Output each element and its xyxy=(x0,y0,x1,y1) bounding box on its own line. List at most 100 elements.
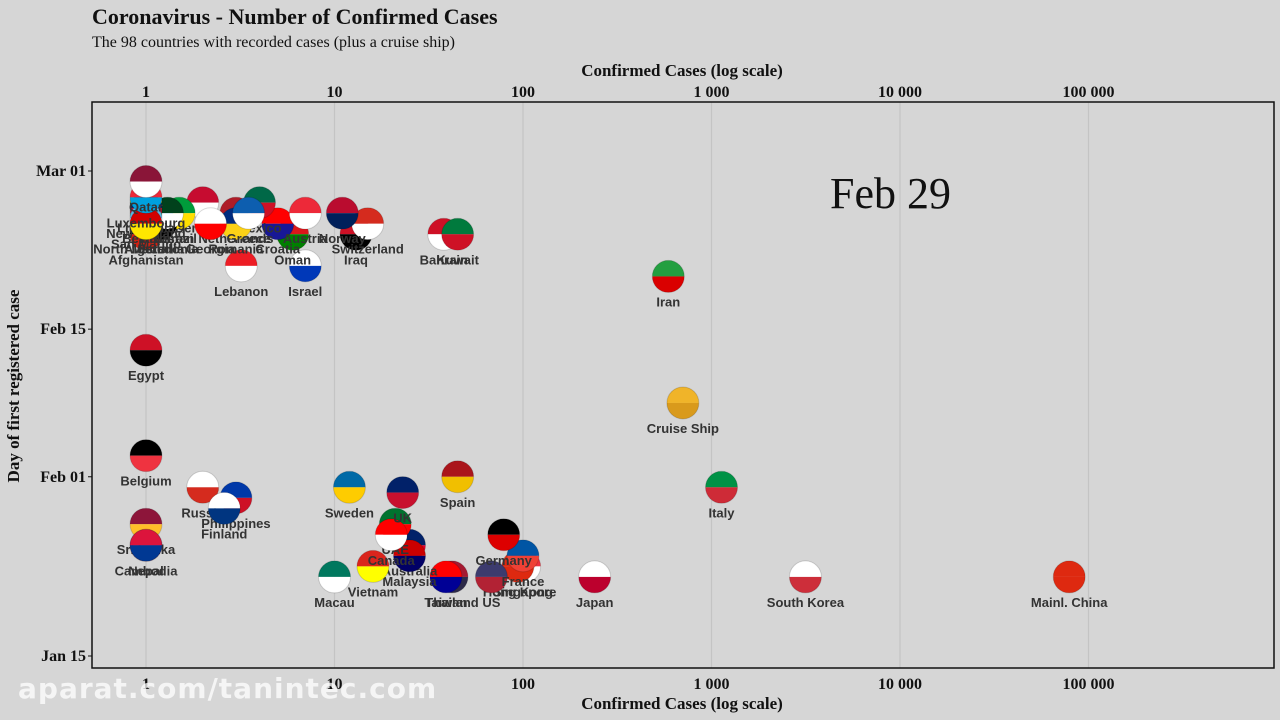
flag-bottom-half xyxy=(261,223,294,240)
point-label: San Marino xyxy=(111,236,181,251)
flag-top-half xyxy=(130,334,162,351)
point-label: Sweden xyxy=(325,505,374,520)
flag-top-half xyxy=(429,560,462,577)
point-label: Qatar xyxy=(129,200,163,215)
marker-outline xyxy=(325,196,359,230)
flag-bottom-half xyxy=(333,487,366,504)
marker-outline xyxy=(474,560,508,594)
flag-bottom-half xyxy=(789,576,822,593)
marker-outline xyxy=(441,460,475,494)
x-tick-label-top: 100 xyxy=(511,84,535,101)
data-point: Greece xyxy=(227,196,271,246)
flag-bottom-half xyxy=(130,223,162,240)
data-point: Italy xyxy=(705,470,739,520)
flag-bottom-half xyxy=(326,213,359,230)
flag-top-half xyxy=(232,197,265,214)
point-label: Germany xyxy=(476,553,533,568)
data-point: North Macedonia xyxy=(93,207,199,257)
data-point: Israel xyxy=(288,249,322,299)
point-label: Japan xyxy=(576,595,614,610)
flag-bottom-half xyxy=(289,265,322,282)
point-label: Singapore xyxy=(493,584,557,599)
flag-bottom-half xyxy=(318,576,351,593)
point-label: Belgium xyxy=(120,474,171,489)
data-point: Iran xyxy=(651,259,685,309)
flag-top-half xyxy=(441,218,474,235)
flag-bottom-half xyxy=(208,508,241,525)
flag-top-half xyxy=(356,550,389,567)
marker-outline xyxy=(318,560,351,594)
flag-top-half xyxy=(326,197,359,214)
flag-top-half xyxy=(194,207,227,224)
flag-bottom-half xyxy=(225,265,258,282)
data-point: Romania xyxy=(208,207,264,257)
point-label: Iran xyxy=(656,294,680,309)
data-point: Finland xyxy=(201,491,247,541)
flag-top-half xyxy=(441,460,474,477)
point-label: Croatia xyxy=(255,242,301,257)
flag-top-half xyxy=(386,476,419,493)
flag-bottom-half xyxy=(386,492,419,509)
flag-top-half xyxy=(666,386,699,403)
flag-bottom-half xyxy=(393,555,426,572)
flag-top-half xyxy=(130,508,162,525)
data-point: Croatia xyxy=(255,207,301,257)
data-point: Mainl. China xyxy=(1031,560,1108,610)
point-label: Kuwait xyxy=(436,252,479,267)
flag-top-half xyxy=(789,560,822,577)
point-label: UK xyxy=(393,511,412,526)
point-label: Malaysia xyxy=(382,574,437,589)
flag-bottom-half xyxy=(351,223,384,240)
flag-top-half xyxy=(130,529,162,546)
y-tick-label: Feb 15 xyxy=(40,321,86,338)
data-point: Cruise Ship xyxy=(647,386,719,436)
point-label: Algeria xyxy=(124,242,169,257)
data-point: Germany xyxy=(476,518,533,568)
point-label: Taiwan xyxy=(424,595,467,610)
flag-bottom-half xyxy=(130,455,162,472)
x-axis-label-top: Confirmed Cases (log scale) xyxy=(581,61,783,80)
flag-top-half xyxy=(705,471,738,488)
marker-outline xyxy=(356,549,390,583)
data-point: Lebanon xyxy=(214,249,268,299)
marker-outline xyxy=(207,491,241,525)
flag-top-half xyxy=(130,439,162,456)
x-axis-label-bottom: Confirmed Cases (log scale) xyxy=(581,694,783,713)
data-point: UK xyxy=(386,476,420,526)
data-point: South Korea xyxy=(767,560,845,610)
data-point: Canada xyxy=(368,518,416,568)
axis-ticks: 1 1 10 10 100 100 1 000 1 000 10 000 10 000 100 00… xyxy=(36,84,1114,693)
marker-outline xyxy=(232,196,266,230)
flag-top-half xyxy=(578,560,611,577)
x-tick-label-bottom: 10 xyxy=(327,676,343,693)
marker-outline xyxy=(288,249,322,283)
chart-subtitle: The 98 countries with recorded cases (pl… xyxy=(92,34,455,51)
x-tick-label-top: 100 000 xyxy=(1063,84,1115,101)
flag-bottom-half xyxy=(705,487,738,504)
flag-bottom-half xyxy=(276,234,309,251)
point-label: North Macedonia xyxy=(93,242,199,257)
marker-outline xyxy=(429,560,463,594)
marker-outline xyxy=(186,470,220,504)
y-tick-label: Mar 01 xyxy=(36,163,86,180)
point-label: US xyxy=(482,595,500,610)
flag-bottom-half xyxy=(186,487,219,504)
data-point: Luxembourg xyxy=(107,180,185,230)
data-points: Mainl. China South Korea Japan Italy Iran Cru… xyxy=(93,165,1108,610)
x-tick-label-bottom: 100 xyxy=(511,676,535,693)
marker-outline xyxy=(129,165,163,199)
flag-top-half xyxy=(208,492,241,509)
x-tick-label-top: 1 000 xyxy=(694,84,730,101)
marker-outline xyxy=(129,439,163,473)
flag-top-half xyxy=(186,471,219,488)
data-point: Spain xyxy=(440,460,475,510)
flag-bottom-half xyxy=(441,476,474,493)
flag-top-half xyxy=(225,249,258,266)
point-label: France xyxy=(502,574,545,589)
chart-title: Coronavirus - Number of Confirmed Cases xyxy=(92,4,498,29)
flag-bottom-half xyxy=(130,234,162,251)
marker-outline xyxy=(332,470,366,504)
flag-bottom-half xyxy=(232,213,265,230)
x-tick-label-top: 1 xyxy=(142,84,150,101)
point-label: Canada xyxy=(368,553,416,568)
